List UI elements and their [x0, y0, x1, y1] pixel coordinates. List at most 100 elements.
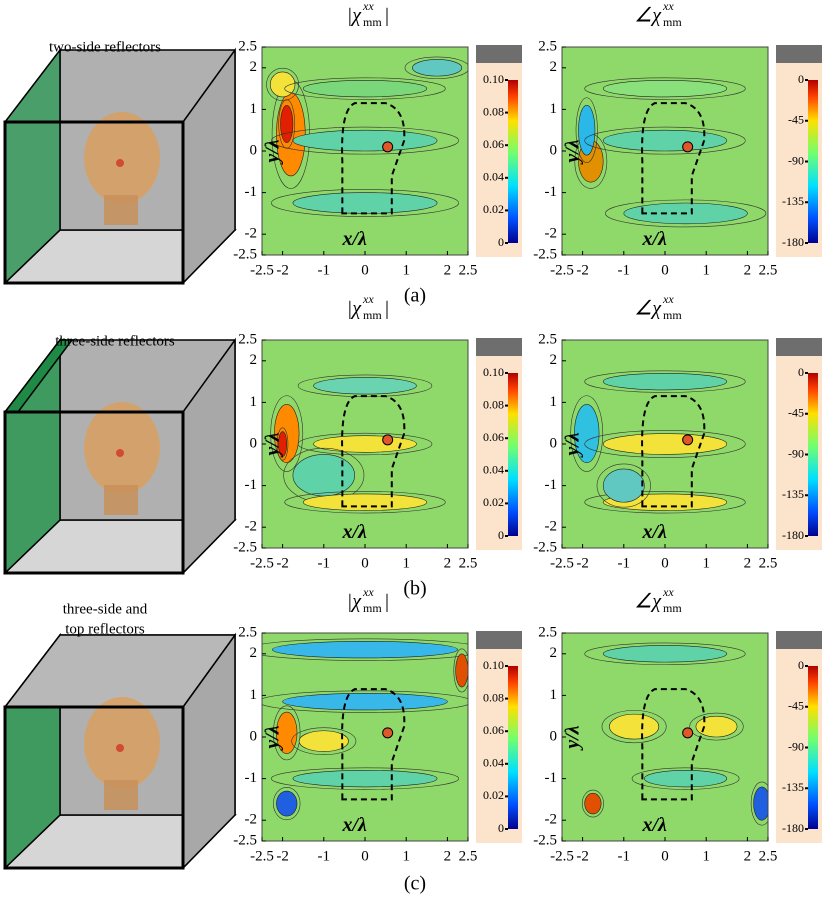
colorbar-tick-label: 0.08 [483, 104, 504, 118]
scene-label: three-side reflectors [55, 333, 175, 349]
head [84, 402, 160, 494]
panel-label: (a) [404, 285, 426, 307]
y-tick-label: -2.5 [233, 832, 257, 848]
x-tick-label: 2 [744, 555, 752, 571]
contour-map [562, 633, 768, 841]
contour-map [262, 340, 468, 548]
x-tick-label: 0 [361, 555, 369, 571]
contour-band [271, 641, 458, 659]
contour-band [584, 126, 746, 155]
colorbar-tick-label: 0 [498, 528, 504, 542]
contour-band [644, 769, 728, 788]
colorbar-tick-label: 0.04 [483, 463, 504, 477]
x-tick-label: 2 [444, 555, 452, 571]
colorbar-header [476, 45, 522, 63]
y-tick-label: -2.5 [233, 246, 257, 262]
contour-band [297, 432, 433, 456]
contour-band [270, 767, 460, 790]
colorbar-header [776, 45, 822, 63]
title-sup: xx [362, 292, 374, 306]
y-tick-label: 2.5 [238, 38, 257, 54]
y-axis-label: y/λ [562, 139, 584, 164]
neck [104, 195, 138, 225]
y-tick-label: 2 [550, 59, 558, 75]
x-tick-label: 1 [402, 262, 410, 278]
y-axis-label: y/λ [562, 432, 584, 457]
front-frame [3, 705, 185, 870]
contour-band [584, 370, 746, 393]
y-tick-label: -2 [545, 519, 558, 535]
contour-band [270, 189, 460, 217]
contour-band [689, 712, 744, 741]
contour-band [313, 377, 417, 395]
contour-band [750, 781, 768, 826]
y-tick-label: 1 [250, 101, 258, 117]
x-tick-label: -2 [276, 555, 289, 571]
y-tick-label: -2 [245, 226, 258, 242]
y-axis-label: y/λ [262, 725, 284, 750]
x-tick-label: 0 [661, 555, 669, 571]
contour-band [266, 67, 299, 101]
colorbar-tick-label: 0 [498, 821, 504, 835]
colorbar-tick-label: 0.10 [483, 72, 504, 86]
x-tick-label: 2 [744, 848, 752, 864]
title-main: ∠χ [634, 591, 662, 613]
head-outline [341, 395, 406, 508]
scene-label: two-side reflectors [49, 39, 161, 55]
marker [116, 744, 124, 752]
x-tick-label: -2 [576, 848, 589, 864]
y-tick-label: 1 [550, 687, 558, 703]
scene [3, 337, 237, 575]
source-point [382, 727, 394, 739]
colorbar-tick-label: 0.10 [483, 658, 504, 672]
contour-band [262, 638, 468, 661]
colorbar-tick-label: 0 [798, 365, 804, 379]
source-point [382, 141, 394, 153]
x-tick-label: 2.5 [459, 555, 478, 571]
title-sub: mm [663, 308, 682, 322]
colorbar-tick-label: -90 [788, 446, 804, 460]
contour-band [284, 77, 446, 100]
head [84, 697, 160, 789]
x-tick-label: 2.5 [459, 848, 478, 864]
y-tick-label: 2.5 [538, 624, 557, 640]
head-outline [341, 102, 406, 215]
title-main: |χ [347, 591, 362, 613]
contour-band [292, 192, 438, 214]
y-axis-label: y/λ [262, 432, 284, 457]
y-tick-label: -1 [245, 477, 258, 493]
contour-band [278, 431, 288, 457]
source-point [682, 434, 694, 446]
y-tick-label: -1 [545, 184, 558, 200]
colorbar-tick-label: -90 [788, 739, 804, 753]
y-tick-label: 2.5 [538, 331, 557, 347]
colorbar-header [476, 631, 522, 649]
y-tick-label: 1 [550, 101, 558, 117]
contour-band [584, 77, 746, 100]
y-tick-label: -2.5 [533, 246, 557, 262]
contour-band [280, 104, 294, 143]
y-tick-label: 0 [250, 728, 258, 744]
scene-label: top reflectors [65, 621, 145, 637]
y-tick-label: 2 [550, 645, 558, 661]
colorbar-tick-label: 0.04 [483, 170, 504, 184]
contour-band [270, 395, 304, 472]
contour-map [262, 47, 468, 255]
contour-band [453, 648, 468, 693]
x-axis-label: x/λ [341, 814, 367, 836]
x-tick-label: -2.5 [250, 262, 274, 278]
y-tick-label: 2 [250, 645, 258, 661]
title-sup: xx [662, 585, 674, 599]
contour-band [404, 56, 468, 79]
x-axis-label: x/λ [641, 521, 667, 543]
x-tick-label: 1 [402, 555, 410, 571]
y-tick-label: -2.5 [533, 539, 557, 555]
contour-band [631, 767, 740, 790]
contour-band [269, 71, 296, 98]
colorbar-tick-label: 0.02 [483, 495, 504, 509]
x-axis-label: x/λ [641, 228, 667, 250]
x-tick-label: 1 [702, 262, 710, 278]
x-tick-label: 2 [444, 848, 452, 864]
x-tick-label: -2.5 [550, 555, 574, 571]
y-tick-label: 2 [250, 59, 258, 75]
